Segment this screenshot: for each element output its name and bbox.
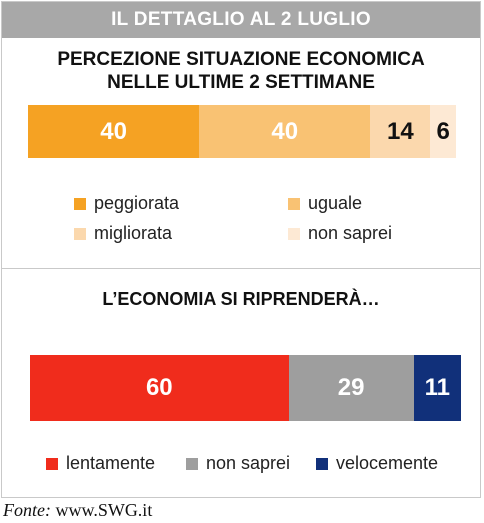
chart2-legend-label: velocemente [336, 453, 439, 473]
chart1-legend-item: peggiorata [74, 193, 179, 214]
chart1-bar-segment-peggiorata: 40 [28, 105, 200, 158]
chart1-bar-segment-uguale: 40 [199, 105, 371, 158]
chart1-legend-item: migliorata [74, 223, 172, 244]
chart2-legend-swatch [316, 457, 328, 470]
chart1-title-line2: NELLE ULTIME 2 SETTIMANE [107, 72, 375, 93]
chart1-data-label: 6 [436, 117, 450, 145]
chart1-stacked-bar: 40 40 14 6 [28, 105, 456, 158]
chart1-data-label: 40 [100, 117, 127, 145]
chart2-stacked-bar: 60 29 11 [30, 355, 461, 421]
chart2-legend-label: non saprei [206, 453, 291, 473]
chart2-bar-segment-lentamente: 60 [30, 355, 289, 421]
chart1-title-line1: PERCEZIONE SITUAZIONE ECONOMICA [57, 49, 425, 70]
chart2-bar-segment-non-saprei: 29 [288, 355, 414, 421]
chart2-data-label: 60 [145, 374, 173, 401]
chart2-legend-swatch [186, 457, 198, 470]
chart1-legend-swatch [74, 227, 86, 240]
chart1-legend-item: non saprei [288, 223, 392, 244]
chart1-title: PERCEZIONE SITUAZIONE ECONOMICA NELLE UL… [2, 48, 480, 94]
chart1-legend-label: uguale [308, 193, 363, 213]
chart2-legend-item: non saprei [186, 453, 290, 474]
chart2-legend-item: velocemente [316, 453, 438, 474]
chart2-data-label: 29 [337, 374, 365, 401]
chart1-data-label: 14 [386, 117, 414, 145]
chart1-legend-label: migliorata [94, 223, 173, 243]
section-divider [2, 268, 480, 269]
header-banner: IL DETTAGLIO AL 2 LUGLIO [2, 2, 480, 38]
chart2-bar-segment-velocemente: 11 [413, 355, 461, 421]
source-prefix: Fonte: [3, 500, 51, 520]
chart-card: IL DETTAGLIO AL 2 LUGLIO PERCEZIONE SITU… [1, 1, 481, 498]
chart1-legend-item: uguale [288, 193, 362, 214]
chart1-bar-segment-migliorata: 14 [370, 105, 431, 158]
chart2-legend-swatch [46, 457, 58, 470]
source-note: Fonte: www.SWG.it [3, 500, 152, 521]
chart2-data-label: 11 [424, 374, 450, 401]
header-title: IL DETTAGLIO AL 2 LUGLIO [111, 9, 371, 30]
chart1-legend-label: peggiorata [94, 193, 180, 213]
chart1-legend-swatch [288, 227, 300, 240]
chart2-legend: lentamente non saprei velocemente [2, 2, 480, 497]
source-text: www.SWG.it [50, 500, 153, 520]
chart1-legend: peggiorata uguale migliorata non saprei [2, 2, 480, 497]
chart2-title: L’ECONOMIA SI RIPRENDERÀ… [102, 289, 380, 309]
chart2-legend-item: lentamente [46, 453, 155, 474]
chart1-bar-segment-non-saprei: 6 [430, 105, 456, 158]
chart1-legend-swatch [74, 197, 86, 210]
chart2-legend-label: lentamente [66, 453, 156, 473]
chart1-data-label: 40 [271, 117, 299, 145]
chart1-legend-swatch [288, 197, 300, 210]
chart1-legend-label: non saprei [308, 223, 393, 243]
